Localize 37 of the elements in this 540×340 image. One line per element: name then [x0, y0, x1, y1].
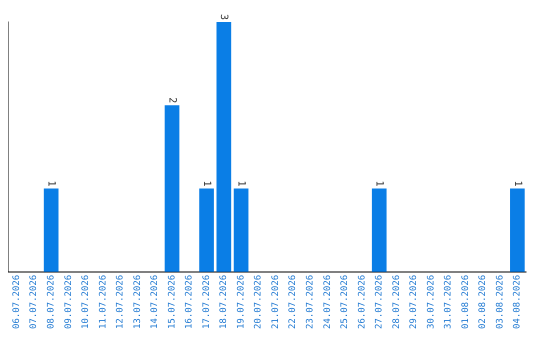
x-tick-label: 07.07.2026: [29, 274, 40, 330]
x-tick-label: 17.07.2026: [202, 274, 212, 330]
x-tick-label: 19.07.2026: [236, 274, 246, 330]
x-tick-label: 08.07.2026: [46, 274, 57, 330]
data-label: 1: [200, 180, 212, 187]
x-tick-label: 12.07.2026: [116, 274, 126, 330]
x-tick-label: 21.07.2026: [270, 274, 281, 330]
x-tick-label: 13.07.2026: [132, 274, 143, 330]
x-tick-label: 15.07.2026: [167, 274, 178, 330]
x-tick-label: 14.07.2026: [150, 274, 160, 330]
x-tick-label: 22.07.2026: [288, 274, 298, 330]
data-label: 1: [46, 180, 57, 187]
data-label: 2: [166, 97, 178, 104]
x-tick-label: 06.07.2026: [12, 274, 22, 330]
data-label: 1: [236, 180, 247, 187]
x-tick-label: 26.07.2026: [357, 274, 368, 330]
x-tick-label: 04.08.2026: [512, 274, 523, 330]
x-tick-label: 20.07.2026: [254, 274, 264, 330]
data-label: 1: [512, 180, 523, 187]
x-tick-label: 29.07.2026: [409, 274, 420, 330]
x-tick-label: 11.07.2026: [98, 274, 108, 330]
x-tick-label: 31.07.2026: [444, 274, 454, 330]
x-tick-label: 09.07.2026: [64, 274, 74, 330]
x-tick-label: 24.07.2026: [322, 274, 333, 330]
x-tick-label: 03.08.2026: [495, 274, 506, 330]
data-label: 1: [374, 180, 385, 187]
x-tick-label: 30.07.2026: [426, 274, 436, 330]
x-tick-label: 27.07.2026: [374, 274, 385, 330]
data-label: 3: [218, 14, 230, 20]
x-tick-label: 18.07.2026: [219, 274, 230, 330]
x-tick-label: 10.07.2026: [81, 274, 92, 330]
x-tick-label: 01.08.2026: [460, 274, 471, 330]
x-tick-label: 23.07.2026: [306, 274, 316, 330]
x-tick-label: 16.07.2026: [184, 274, 195, 330]
x-tick-label: 28.07.2026: [392, 274, 402, 330]
x-tick-label: 02.08.2026: [478, 274, 488, 330]
x-tick-label: 25.07.2026: [340, 274, 350, 330]
